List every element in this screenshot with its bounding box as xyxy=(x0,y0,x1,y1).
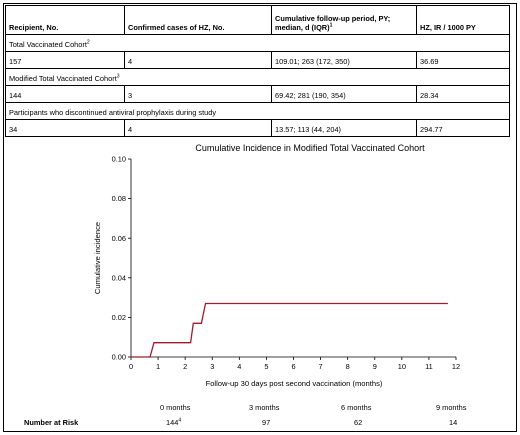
table-header-row: Recipient, No. Confirmed cases of HZ, No… xyxy=(5,5,510,35)
x-tick-label: 8 xyxy=(346,362,350,371)
x-tick-label: 12 xyxy=(452,362,460,371)
x-tick-label: 6 xyxy=(291,362,295,371)
x-tick-label: 10 xyxy=(398,362,406,371)
risk-value: 97 xyxy=(262,418,271,427)
y-tick-label: 0.00 xyxy=(112,353,126,362)
x-axis-label: Follow-up 30 days post second vaccinatio… xyxy=(206,379,383,388)
summary-table: Recipient, No. Confirmed cases of HZ, No… xyxy=(5,5,510,137)
risk-value: 1444 xyxy=(166,417,182,427)
x-tick-label: 1 xyxy=(156,362,160,371)
x-tick-label: 5 xyxy=(264,362,268,371)
risk-value: 62 xyxy=(354,418,363,427)
y-tick-label: 0.02 xyxy=(112,313,126,322)
cumulative-incidence-line xyxy=(131,302,448,358)
table-row: 34 4 13.57; 113 (44, 204) 294.77 xyxy=(5,119,510,137)
chart-series xyxy=(131,302,448,358)
cell-rate: 294.77 xyxy=(416,119,510,137)
y-tick-label: 0.06 xyxy=(112,234,126,243)
table-row: 144 3 69.42; 281 (190, 354) 28.34 xyxy=(5,85,510,103)
risk-timepoint: 0 months xyxy=(160,403,191,412)
chart-axes: 0.000.020.040.060.080.100 1 2 3 4 5 6 7 8 9 10 11 12 xyxy=(112,155,461,371)
y-tick-label: 0.10 xyxy=(112,155,126,164)
risk-timepoint: 3 months xyxy=(249,403,280,412)
table-row: 157 4 109.01; 263 (172, 350) 36.69 xyxy=(5,51,510,69)
risk-timepoint: 6 months xyxy=(341,403,372,412)
risk-timepoint: 9 months xyxy=(436,403,467,412)
y-tick-label: 0.08 xyxy=(112,194,126,203)
chart-title: Cumulative Incidence in Modified Total V… xyxy=(195,143,425,153)
risk-table-label: Number at Risk xyxy=(24,418,79,427)
y-tick-label: 0.04 xyxy=(112,273,126,282)
cell-recipients: 34 xyxy=(5,119,125,137)
risk-value: 14 xyxy=(449,418,458,427)
header-incidence-rate: HZ, IR / 1000 PY xyxy=(416,5,510,35)
x-tick-label: 7 xyxy=(319,362,323,371)
figure-frame xyxy=(3,3,517,432)
x-tick-label: 11 xyxy=(425,362,433,371)
x-tick-label: 9 xyxy=(373,362,377,371)
x-tick-label: 3 xyxy=(210,362,214,371)
x-tick-label: 0 xyxy=(129,362,133,371)
x-tick-label: 2 xyxy=(183,362,187,371)
x-tick-label: 4 xyxy=(237,362,241,371)
y-axis-label: Cumulative incidence xyxy=(93,222,102,294)
header-confirmed-cases: Confirmed cases of HZ, No. xyxy=(124,5,272,35)
